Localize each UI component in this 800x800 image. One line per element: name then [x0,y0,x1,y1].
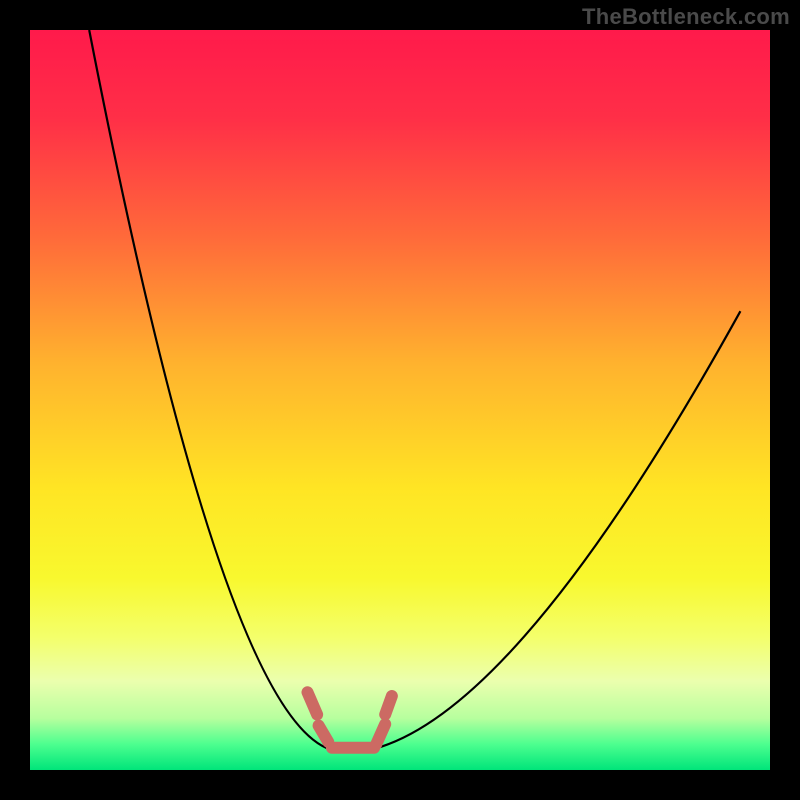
bottom-marker-4 [385,696,392,715]
chart-svg [0,0,800,800]
bottom-marker-1 [319,726,329,742]
watermark-text: TheBottleneck.com [582,4,790,30]
chart-stage: TheBottleneck.com [0,0,800,800]
bottom-marker-3 [376,724,385,744]
plot-background [30,30,770,770]
